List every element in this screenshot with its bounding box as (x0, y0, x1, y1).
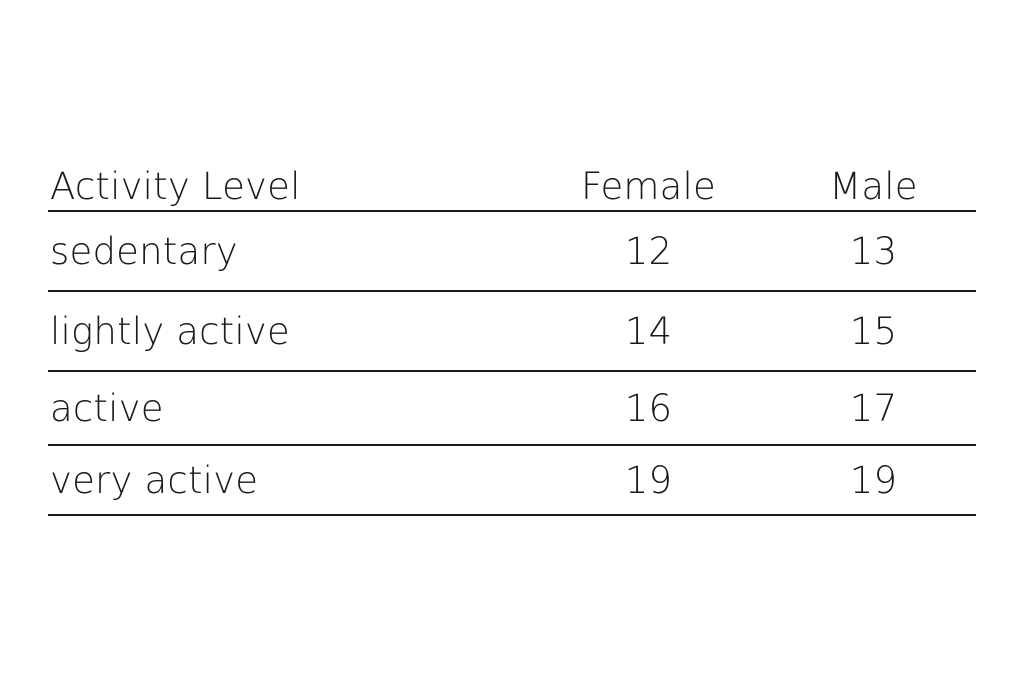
activity-level-cell: active (50, 386, 164, 430)
table-header-row: Activity Level Female Male (48, 158, 976, 212)
activity-level-cell: very active (50, 458, 259, 502)
table-row: very active 19 19 (48, 446, 976, 516)
female-value-cell: 14 (624, 309, 673, 353)
male-value-cell: 19 (849, 458, 898, 502)
male-value-cell: 15 (849, 309, 898, 353)
male-value-cell: 13 (849, 229, 898, 273)
table-row: lightly active 14 15 (48, 292, 976, 372)
female-value-cell: 12 (624, 229, 673, 273)
female-value-cell: 19 (624, 458, 673, 502)
activity-level-cell: lightly active (50, 309, 290, 353)
activity-table: Activity Level Female Male sedentary 12 … (48, 158, 976, 516)
column-header-male: Male (829, 164, 918, 208)
table-row: sedentary 12 13 (48, 212, 976, 292)
column-header-female: Female (581, 164, 716, 208)
male-value-cell: 17 (849, 386, 898, 430)
column-header-activity-level: Activity Level (50, 164, 301, 208)
activity-level-cell: sedentary (50, 229, 238, 273)
female-value-cell: 16 (624, 386, 673, 430)
table-row: active 16 17 (48, 372, 976, 446)
